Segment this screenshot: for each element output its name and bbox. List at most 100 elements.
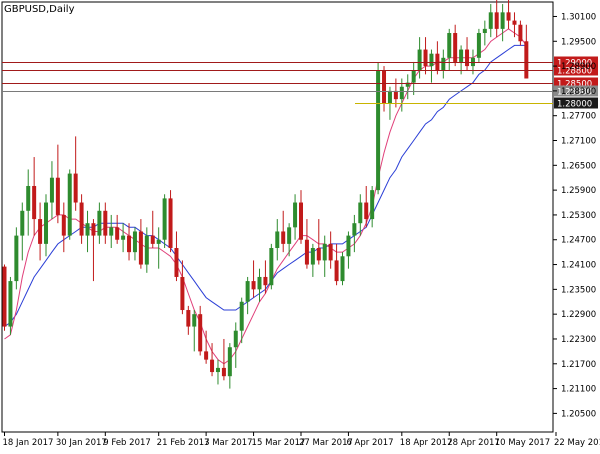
candle-body-bear xyxy=(103,211,107,236)
candle-body-bull xyxy=(50,178,54,203)
y-tick-label: 1.28900 xyxy=(561,62,596,72)
y-tick-label: 1.28300 xyxy=(561,87,596,97)
y-tick-label: 1.21700 xyxy=(561,360,596,370)
candle-body-bear xyxy=(382,70,386,103)
candle-body-bear xyxy=(518,25,522,42)
y-tick-label: 1.25900 xyxy=(561,186,596,196)
candle-body-bull xyxy=(483,29,487,33)
candle-body-bull xyxy=(133,231,137,252)
candle-body-bull xyxy=(459,50,463,62)
x-tick-label: 6 Apr 2017 xyxy=(346,438,393,448)
candle-body-bull xyxy=(192,314,196,326)
candle xyxy=(477,29,481,62)
candle-body-bear xyxy=(169,198,173,248)
candle-body-bear xyxy=(317,248,321,260)
candle-body-bull xyxy=(501,12,505,29)
candle xyxy=(341,252,345,285)
candle xyxy=(269,244,273,289)
x-tick-label: 15 Mar 2017 xyxy=(252,438,306,448)
candle-body-bear xyxy=(507,12,511,20)
candle-body-bull xyxy=(323,244,327,261)
candle-body-bull xyxy=(246,281,250,302)
candle-body-bear xyxy=(222,368,226,376)
candle-body-bear xyxy=(74,174,78,203)
candle-body-bear xyxy=(56,178,60,215)
candle-body-bull xyxy=(412,70,416,82)
x-tick-label: 21 Feb 2017 xyxy=(157,438,210,448)
candle-body-bull xyxy=(157,240,161,244)
candle-body-bull xyxy=(86,223,90,235)
x-tick-label: 30 Jan 2017 xyxy=(56,438,107,448)
candle-body-bear xyxy=(453,33,457,62)
candle-body-bull xyxy=(471,58,475,66)
candle-body-bear xyxy=(329,244,333,261)
candle-body-bear xyxy=(512,21,516,25)
candle-body-bull xyxy=(121,236,125,240)
candle-body-bear xyxy=(424,50,428,67)
x-tick-label: 27 Mar 2017 xyxy=(299,438,353,448)
y-tick-label: 1.27100 xyxy=(561,137,596,147)
candle-body-bull xyxy=(352,223,356,235)
candle-body-bear xyxy=(204,351,208,359)
candle-body-bull xyxy=(429,54,433,66)
candle-body-bull xyxy=(8,281,12,326)
candle-body-bull xyxy=(145,236,149,265)
candle-body-bear xyxy=(281,231,285,243)
candle xyxy=(68,169,72,239)
candle-body-bull xyxy=(388,91,392,103)
candle-body-bear xyxy=(180,277,184,310)
candle-body-bear xyxy=(115,227,119,239)
candle-body-bull xyxy=(311,248,315,265)
candle-body-bear xyxy=(394,91,398,99)
candle-body-bull xyxy=(269,248,273,285)
candle-body-bull xyxy=(441,58,445,70)
candle xyxy=(3,265,7,331)
candle-body-bear xyxy=(139,231,143,264)
candle-body-bear xyxy=(151,236,155,244)
price-level-label: 1.28000 xyxy=(554,98,598,110)
candle-body-bear xyxy=(38,219,42,244)
candle-body-bull xyxy=(370,190,374,219)
candle-body-bear xyxy=(198,314,202,351)
candle-body-bear xyxy=(305,240,309,265)
x-tick-label: 18 Jan 2017 xyxy=(3,438,54,448)
candle-body-bull xyxy=(275,231,279,248)
y-tick-label: 1.29500 xyxy=(561,37,596,47)
candle-body-bear xyxy=(62,215,66,236)
candle-body-bull xyxy=(358,203,362,224)
candle-body-bull xyxy=(14,236,18,281)
candle-body-bull xyxy=(240,302,244,331)
y-tick-label: 1.21100 xyxy=(561,385,596,395)
x-tick-label: 28 Apr 2017 xyxy=(447,438,500,448)
candle-body-bear xyxy=(335,260,339,281)
candle-body-bull xyxy=(216,368,220,372)
candle-body-bull xyxy=(44,203,48,244)
candle-body-bear xyxy=(263,277,267,285)
candle-body-bull xyxy=(257,277,261,289)
candle-body-bear xyxy=(127,236,131,253)
candle xyxy=(376,62,380,194)
candle-body-bull xyxy=(109,227,113,235)
candle-body-bull xyxy=(287,227,291,244)
candle-body-bear xyxy=(465,50,469,67)
candle-body-bull xyxy=(447,33,451,58)
candle-body-bear xyxy=(91,223,95,235)
y-tick-label: 1.22900 xyxy=(561,310,596,320)
candle-body-bull xyxy=(477,33,481,58)
y-tick-label: 1.23500 xyxy=(561,285,596,295)
x-tick-label: 10 May 2017 xyxy=(495,438,550,448)
candle-body-bull xyxy=(293,203,297,228)
candle-body-bull xyxy=(228,347,232,376)
price-level-value: 1.28000 xyxy=(557,100,592,110)
candle-body-bull xyxy=(341,256,345,281)
candle-body-bear xyxy=(210,360,214,372)
x-tick-label: 22 May 2017 xyxy=(554,438,600,448)
candle-body-bear xyxy=(80,203,84,236)
y-tick-label: 1.27700 xyxy=(561,112,596,122)
candle xyxy=(8,277,12,335)
candle-body-bear xyxy=(435,54,439,71)
candle-body-bull xyxy=(489,12,493,29)
y-tick-label: 1.30100 xyxy=(561,12,596,22)
